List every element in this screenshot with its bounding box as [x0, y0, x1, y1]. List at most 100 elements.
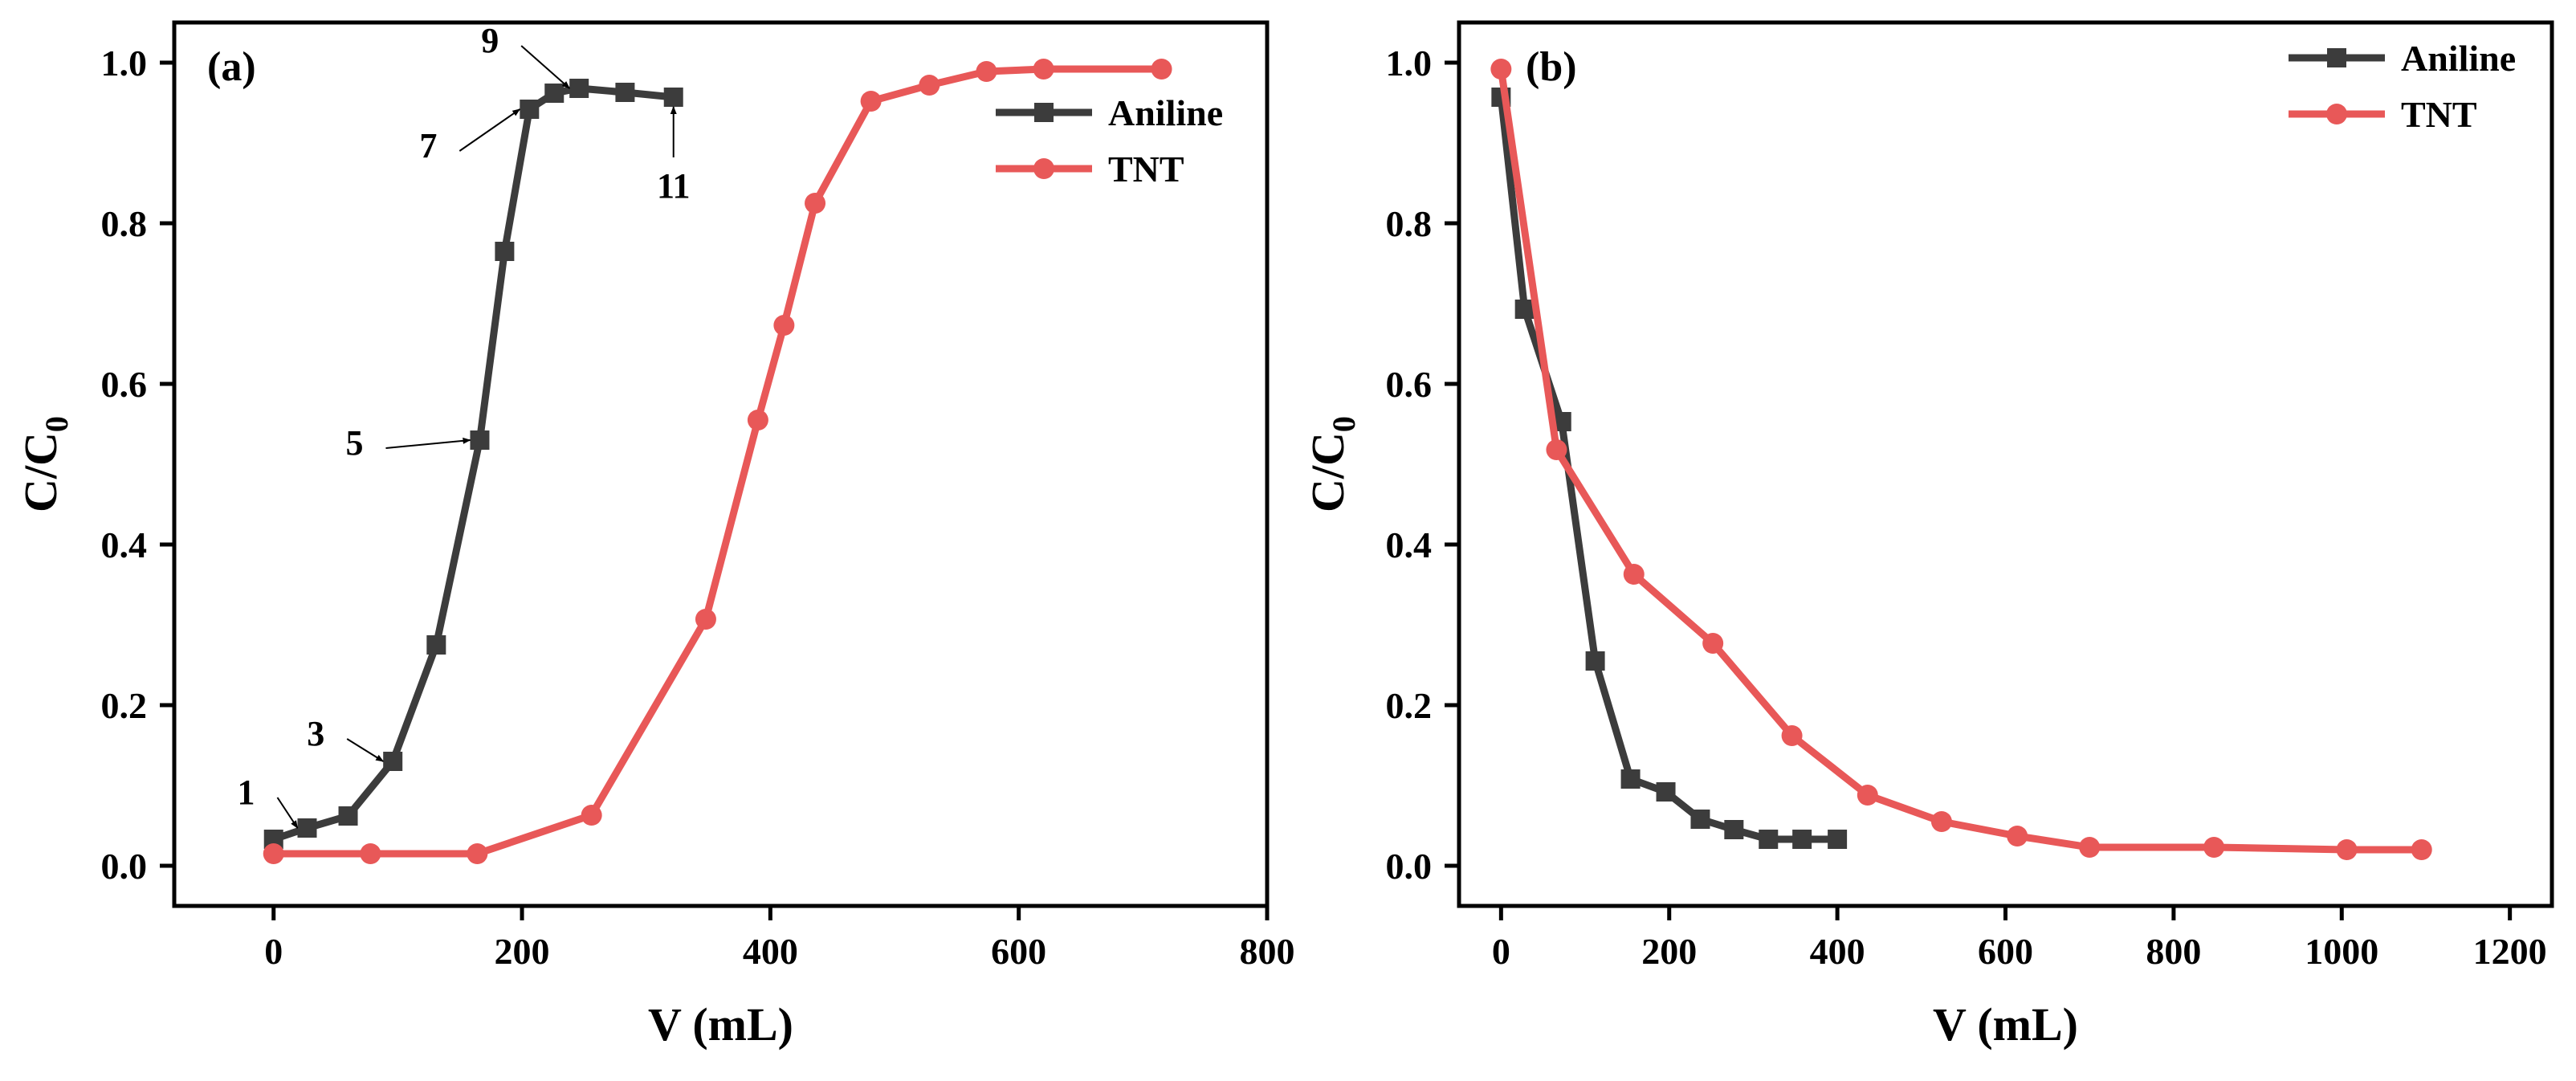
data-point-aniline [1759, 830, 1779, 849]
annotation-arrow [346, 738, 385, 762]
data-point-aniline [1792, 830, 1812, 849]
panel-a: 0 200 400 600 800 0.0 0.2 0.4 0.6 0.8 1.0 V (mL) C/C… [14, 20, 1295, 1050]
x-tick-label: 0 [1492, 931, 1510, 972]
data-point-tnt [1702, 633, 1724, 654]
data-point-aniline [1620, 769, 1641, 789]
annotation-arrow [459, 108, 521, 152]
x-tick-label: 200 [1641, 931, 1697, 972]
data-point-tnt [2079, 837, 2101, 858]
data-point-tnt [1490, 59, 1512, 80]
data-point-tnt [2336, 839, 2358, 860]
y-tick-label: 0.8 [1386, 203, 1433, 244]
legend-marker [2327, 48, 2346, 67]
data-point-aniline [297, 818, 317, 838]
x-tick-label: 800 [1240, 931, 1295, 972]
data-point-tnt [1857, 785, 1878, 806]
y-tick-label: 0.6 [1386, 364, 1433, 405]
y-tick-label: 0.2 [1386, 685, 1433, 726]
data-point-tnt [1151, 59, 1172, 80]
y-tick-label: 0.0 [1386, 846, 1433, 887]
data-point-aniline [569, 79, 589, 98]
y-tick-label: 0.8 [101, 203, 148, 244]
x-tick-label: 1200 [2473, 931, 2547, 972]
y-tick-label: 1.0 [1386, 43, 1433, 84]
data-point-aniline [1656, 782, 1676, 802]
data-point-aniline [615, 83, 635, 102]
data-point-aniline [383, 752, 403, 771]
data-point-aniline [1690, 810, 1710, 829]
data-point-tnt [1930, 811, 1952, 832]
x-axis-title: V (mL) [1933, 998, 2078, 1050]
annotation-label: 5 [345, 423, 363, 463]
y-axis-title-main: C/C [1302, 432, 1354, 512]
y-tick-label: 0.4 [1386, 524, 1433, 565]
data-point-aniline [1585, 651, 1605, 671]
data-point-aniline [1724, 820, 1744, 839]
data-point-aniline [1828, 830, 1848, 849]
data-point-tnt [805, 193, 826, 214]
data-point-tnt [1033, 59, 1054, 80]
y-tick-label: 0.4 [101, 524, 148, 565]
y-axis-title: C/C0 [14, 416, 75, 512]
data-point-tnt [747, 410, 768, 430]
x-tick-label: 600 [1978, 931, 2033, 972]
panel-label: (b) [1526, 44, 1577, 90]
data-point-aniline [1514, 300, 1535, 319]
series-line-tnt [1497, 65, 2426, 854]
legend-marker [2326, 104, 2347, 124]
plot-frame [172, 20, 1270, 908]
annotation-label: 1 [237, 773, 255, 812]
data-point-tnt [976, 61, 997, 82]
y-tick-label: 1.0 [101, 43, 148, 84]
data-point-tnt [2007, 826, 2028, 846]
x-tick-label: 200 [495, 931, 550, 972]
data-point-aniline [495, 242, 515, 261]
data-point-tnt [773, 315, 795, 336]
x-axis-title: V (mL) [648, 998, 793, 1050]
data-point-aniline [520, 100, 540, 119]
panel-label: (a) [207, 44, 256, 90]
x-tick-label: 1000 [2305, 931, 2378, 972]
data-point-tnt [360, 843, 381, 864]
x-tick-label: 600 [991, 931, 1046, 972]
data-point-aniline [426, 635, 446, 655]
x-tick-label: 400 [1810, 931, 1865, 972]
data-point-tnt [1781, 725, 1803, 746]
y-axis-title-main: C/C [14, 432, 67, 512]
data-point-tnt [581, 805, 602, 826]
x-tick-label: 400 [743, 931, 798, 972]
legend-label: Aniline [1108, 92, 1223, 133]
y-tick-label: 0.2 [101, 685, 148, 726]
annotation-label: 9 [481, 21, 499, 60]
legend-marker [1034, 103, 1054, 122]
series-line-aniline [270, 84, 678, 843]
y-axis-title-subscript: 0 [1326, 416, 1362, 432]
y-axis-title: C/C0 [1302, 416, 1362, 512]
data-point-tnt [860, 91, 882, 112]
x-tick-label: 800 [2146, 931, 2201, 972]
legend-label: TNT [2401, 94, 2477, 135]
annotation-label: 7 [419, 126, 437, 165]
annotation-arrow [385, 437, 471, 449]
legend-marker [1033, 158, 1054, 179]
annotation-arrow [276, 797, 299, 829]
data-point-aniline [544, 84, 565, 103]
data-point-tnt [695, 609, 716, 630]
data-point-tnt [1623, 564, 1645, 585]
legend-label: TNT [1108, 149, 1184, 190]
annotation-label: 3 [307, 714, 324, 753]
data-point-aniline [470, 430, 490, 450]
annotation-label: 11 [657, 166, 691, 206]
data-point-tnt [467, 843, 488, 864]
data-point-tnt [2411, 839, 2432, 860]
data-point-aniline [338, 806, 358, 826]
data-point-tnt [263, 843, 284, 864]
panel-b: 0 200 400 600 800 1000 1200 0.0 0.2 0.4 0.6 0.8 1.0 V… [1302, 20, 2554, 1050]
y-axis-title-subscript: 0 [39, 416, 75, 432]
data-point-tnt [1546, 439, 1567, 460]
y-tick-label: 0.6 [101, 364, 148, 405]
data-point-aniline [663, 88, 683, 107]
series-line-tnt [270, 65, 1166, 858]
x-tick-label: 0 [264, 931, 283, 972]
